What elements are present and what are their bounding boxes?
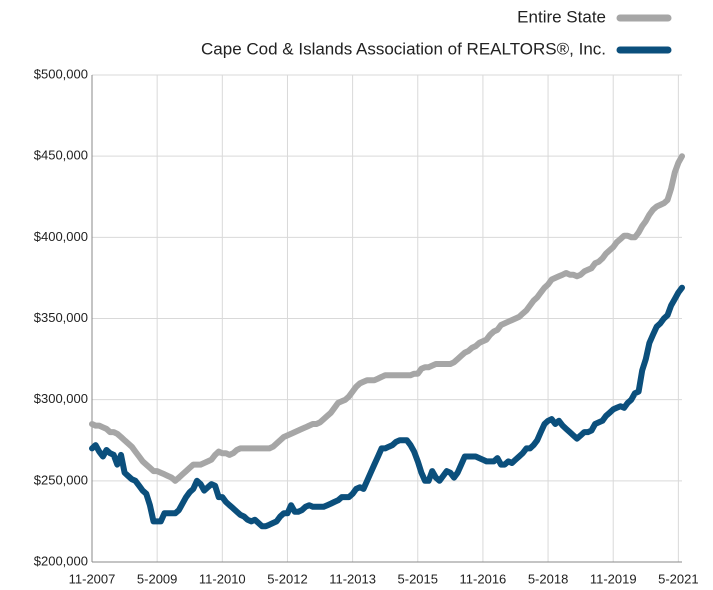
x-tick-label: 11-2010 <box>199 571 246 586</box>
x-tick-label: 5-2018 <box>528 571 568 586</box>
x-tick-label: 11-2007 <box>69 571 116 586</box>
series-line <box>89 284 685 530</box>
y-tick-label: $500,000 <box>34 66 88 81</box>
y-tick-label: $200,000 <box>34 553 88 568</box>
x-tick-label: 5-2012 <box>267 571 307 586</box>
legend-label: Cape Cod & Islands Association of REALTO… <box>201 39 606 58</box>
y-tick-label: $400,000 <box>34 229 88 244</box>
x-tick-label: 5-2015 <box>398 571 438 586</box>
x-tick-label: 5-2009 <box>137 571 177 586</box>
legend: Entire State Cape Cod & Islands Associati… <box>201 7 672 58</box>
x-tick-label: 5-2021 <box>658 571 698 586</box>
x-tick-label: 11-2016 <box>460 571 507 586</box>
y-tick-label: $300,000 <box>34 391 88 406</box>
x-tick-label: 11-2013 <box>329 571 376 586</box>
series-line <box>89 153 685 484</box>
legend-label: Entire State <box>517 7 606 26</box>
y-tick-label: $350,000 <box>34 310 88 325</box>
y-tick-label: $250,000 <box>34 472 88 487</box>
y-tick-label: $450,000 <box>34 148 88 163</box>
x-tick-label: 11-2019 <box>590 571 637 586</box>
